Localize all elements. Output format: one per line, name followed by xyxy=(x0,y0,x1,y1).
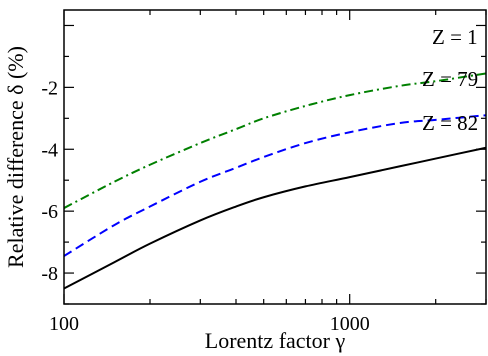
y-axis-title: Relative difference δ (%) xyxy=(3,46,28,268)
series-line-3 xyxy=(63,146,487,290)
series-line-2 xyxy=(63,114,487,257)
x-tick-label: 1000 xyxy=(330,313,370,335)
y-tick-label: -2 xyxy=(41,77,58,99)
y-tick-label: -8 xyxy=(41,263,58,285)
series-label-3: Z = 82 xyxy=(422,111,478,135)
plot-frame xyxy=(63,9,487,305)
ticks-layer: 100 1000 -8 -6 -4 -2 xyxy=(41,10,487,335)
series-annotations: Z = 1 Z = 79 Z = 82 xyxy=(422,25,478,135)
y-tick-label: -6 xyxy=(41,201,58,223)
x-axis-title: Lorentz factor γ xyxy=(205,328,346,353)
y-tick-label: -4 xyxy=(41,139,58,161)
series-line-1 xyxy=(63,72,487,209)
series-label-2: Z = 79 xyxy=(422,67,478,91)
x-tick-label: 100 xyxy=(49,313,79,335)
series-label-1: Z = 1 xyxy=(432,25,478,49)
series-layer xyxy=(63,72,487,290)
